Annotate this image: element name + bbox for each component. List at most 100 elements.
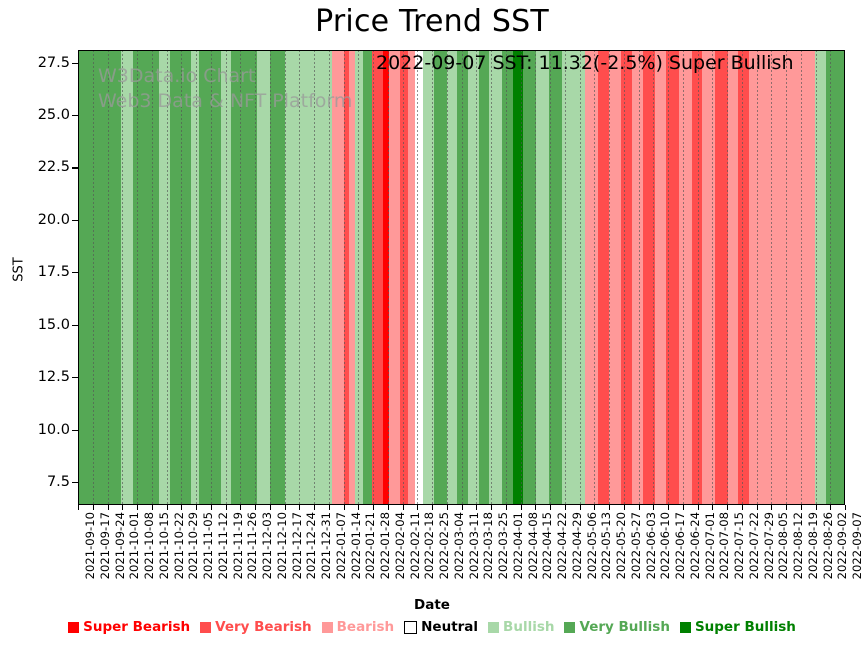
x-tick-mark [623, 505, 625, 510]
gridline-vertical [328, 50, 330, 505]
sentiment-band [734, 50, 738, 505]
sentiment-band [399, 50, 403, 505]
x-tick-mark [78, 505, 80, 510]
sentiment-band [710, 50, 714, 505]
sentiment-band [781, 50, 784, 505]
x-tick-mark [373, 505, 375, 510]
sentiment-band [808, 50, 812, 505]
sentiment-band [109, 50, 113, 505]
legend-item[interactable]: Super Bullish [679, 619, 796, 635]
sentiment-band [190, 50, 194, 505]
sentiment-band [751, 50, 755, 505]
sentiment-band [384, 50, 388, 505]
sentiment-band [214, 50, 218, 505]
legend-item[interactable]: Neutral [404, 619, 478, 635]
sentiment-band [621, 50, 625, 505]
gridline-vertical [314, 50, 315, 505]
x-tick-mark [92, 505, 94, 510]
sentiment-band [237, 50, 241, 505]
x-tick-mark [505, 505, 507, 510]
sentiment-band [830, 50, 833, 505]
gridline-vertical [122, 50, 124, 505]
y-tick-mark [72, 272, 78, 274]
plot-area [78, 50, 845, 505]
x-tick-mark [299, 505, 301, 510]
x-tick-label: 2022-08-19 [805, 512, 820, 580]
x-tick-mark [579, 505, 581, 510]
legend-item[interactable]: Bearish [321, 619, 395, 635]
legend-item[interactable]: Super Bearish [68, 619, 190, 635]
x-tick-mark [756, 505, 758, 510]
sentiment-band [139, 50, 143, 505]
y-axis-label: SST [11, 257, 27, 282]
legend-item[interactable]: Bullish [488, 619, 554, 635]
sentiment-band [746, 50, 750, 505]
sentiment-band [231, 50, 235, 505]
sentiment-band [691, 50, 695, 505]
sentiment-band [597, 50, 601, 505]
sentiment-band [595, 50, 599, 505]
y-tick-mark [72, 167, 78, 169]
gridline-vertical [579, 50, 581, 505]
sentiment-band [144, 50, 147, 505]
legend-label: Bearish [336, 619, 395, 635]
gridline-vertical [166, 50, 168, 505]
x-tick-mark [151, 505, 153, 510]
x-tick-mark [535, 505, 537, 510]
x-tick-mark [107, 505, 109, 510]
sentiment-band [561, 50, 565, 505]
sentiment-band [86, 50, 90, 505]
sentiment-band [274, 50, 277, 505]
sentiment-band [550, 50, 554, 505]
sentiment-band [463, 50, 467, 505]
sentiment-band [152, 50, 156, 505]
sentiment-band [452, 50, 456, 505]
sentiment-band [359, 50, 363, 505]
x-tick-mark [491, 505, 493, 510]
sentiment-band [840, 50, 844, 505]
sentiment-band [450, 50, 454, 505]
sentiment-band [625, 50, 629, 505]
sentiment-band [798, 50, 801, 505]
sentiment-band [670, 50, 674, 505]
sentiment-band [193, 50, 196, 505]
legend-item[interactable]: Very Bullish [564, 619, 670, 635]
sentiment-band [538, 50, 542, 505]
x-tick-mark [181, 505, 183, 510]
sentiment-band [156, 50, 160, 505]
sentiment-band [697, 50, 701, 505]
gridline-vertical [771, 50, 773, 505]
x-tick-label: 2021-09-17 [97, 512, 112, 580]
x-tick-mark [446, 505, 448, 510]
sentiment-band [408, 50, 412, 505]
x-tick-label: 2021-10-08 [142, 512, 156, 580]
x-tick-label: 2022-09-02 [835, 512, 850, 580]
sentiment-band [455, 50, 458, 505]
sentiment-band [791, 50, 795, 505]
gridline-vertical [373, 50, 374, 505]
sentiment-band [610, 50, 614, 505]
sentiment-band [557, 50, 561, 505]
y-tick-label: 27.5 [37, 54, 70, 71]
y-tick-label: 25.0 [37, 107, 70, 123]
x-tick-mark [712, 505, 714, 510]
gridline-vertical [446, 50, 448, 505]
sentiment-band [246, 50, 250, 505]
x-tick-label: 2022-03-25 [496, 512, 510, 580]
x-tick-mark [358, 505, 360, 510]
sentiment-band [559, 50, 563, 505]
annotation-label: 2022-09-07 SST: 11.32(-2.5%) Super Bulli… [376, 52, 794, 74]
sentiment-band [836, 50, 840, 505]
x-tick-label: 2022-09-07 [850, 512, 864, 580]
x-tick-label: 2022-05-06 [584, 512, 599, 580]
sentiment-band [435, 50, 439, 505]
sentiment-band [680, 50, 684, 505]
sentiment-band [154, 50, 158, 505]
sentiment-band [842, 50, 845, 505]
sentiment-band [672, 50, 676, 505]
sentiment-band [766, 50, 769, 505]
legend-item[interactable]: Very Bearish [200, 619, 312, 635]
sentiment-band [546, 50, 550, 505]
sentiment-band [738, 50, 742, 505]
sentiment-band [229, 50, 233, 505]
